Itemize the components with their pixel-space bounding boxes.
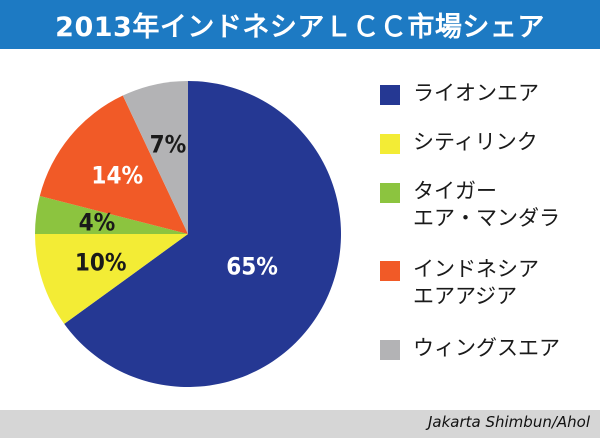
legend-item: インドネシア エアアジア bbox=[380, 256, 539, 310]
slice-percent-label: 10% bbox=[75, 248, 127, 276]
pie-slice bbox=[35, 234, 188, 324]
legend-label: シティリンク bbox=[413, 130, 538, 154]
legend-label: タイガー エア・マンダラ bbox=[413, 179, 560, 230]
legend-label: ライオンエア bbox=[413, 81, 539, 105]
legend-swatch bbox=[380, 134, 400, 154]
slice-percent-label: 14% bbox=[91, 161, 143, 189]
source-credit: Jakarta Shimbun/Ahol bbox=[427, 413, 590, 431]
pie-slice bbox=[64, 81, 341, 387]
legend-item: タイガー エア・マンダラ bbox=[380, 178, 560, 232]
pie-slice bbox=[35, 195, 188, 234]
chart-title: 2013年インドネシアＬＣＣ市場シェア bbox=[0, 0, 600, 49]
legend-label: インドネシア エアアジア bbox=[413, 257, 539, 308]
slice-percent-label: 4% bbox=[79, 208, 116, 236]
legend-item: シティリンク bbox=[380, 129, 538, 156]
pie-slice bbox=[122, 81, 188, 234]
legend-swatch bbox=[380, 183, 400, 203]
legend-item: ウィングスエア bbox=[380, 335, 560, 362]
slice-percent-label: 7% bbox=[150, 130, 187, 158]
legend-swatch bbox=[380, 261, 400, 281]
pie-chart: 65% 10% 4% 14%7% bbox=[35, 81, 341, 387]
legend-label: ウィングスエア bbox=[413, 336, 560, 360]
legend-swatch bbox=[380, 85, 400, 105]
legend-swatch bbox=[380, 340, 400, 360]
legend-item: ライオンエア bbox=[380, 80, 539, 107]
pie-slice bbox=[39, 95, 188, 234]
source-bar: Jakarta Shimbun/Ahol bbox=[0, 410, 600, 438]
slice-percent-label: 65% bbox=[226, 253, 278, 281]
